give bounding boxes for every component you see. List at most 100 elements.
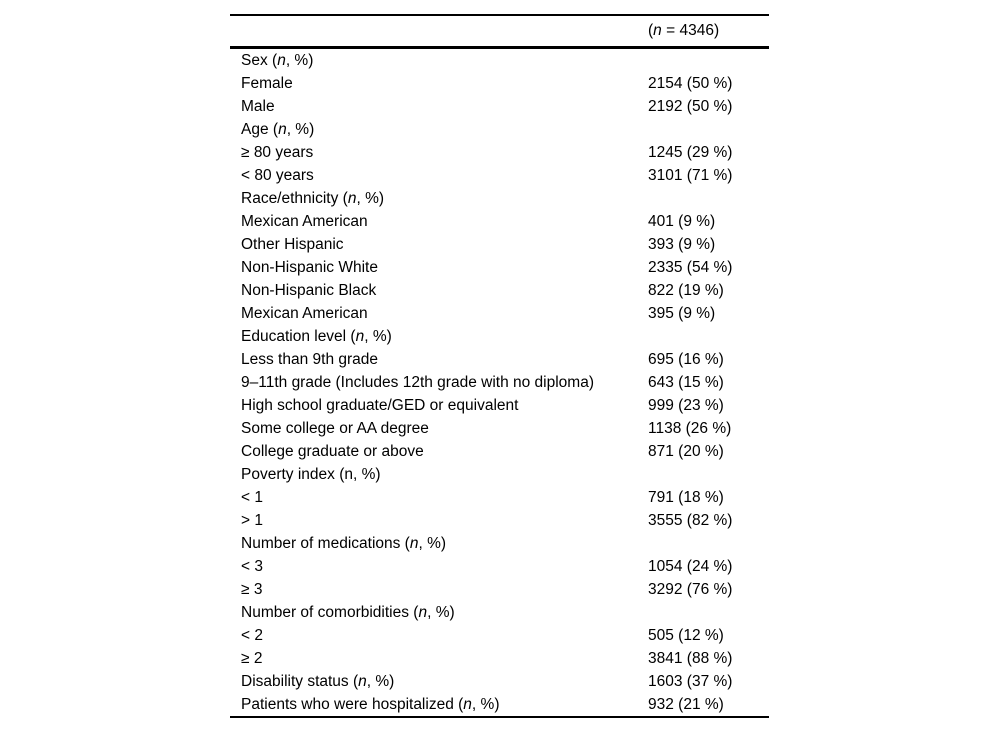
table-row: Poverty index (n, %) xyxy=(230,463,769,486)
row-label: Poverty index (n, %) xyxy=(241,463,381,486)
italic-n: n xyxy=(418,604,428,621)
text-segment: Disability status ( xyxy=(241,673,359,690)
text-segment: = 4346) xyxy=(661,22,720,39)
row-value: 695 (16 %) xyxy=(648,351,724,368)
text-segment: Mexican American xyxy=(241,305,368,322)
row-label: > 1 xyxy=(241,509,263,532)
demographics-table: (n = 4346) Sex (n, %) Female 2154 (50 %) Ma… xyxy=(230,14,769,718)
table-body: Sex (n, %) Female 2154 (50 %) Male 2192 (50 … xyxy=(230,49,769,716)
text-segment: Female xyxy=(241,75,293,92)
table-bottom-rule xyxy=(230,716,769,718)
text-segment: Male xyxy=(241,98,275,115)
table-top-rule xyxy=(230,14,769,16)
table-header-row: (n = 4346) xyxy=(230,16,769,46)
row-value: 932 (21 %) xyxy=(648,696,724,713)
row-label: ≥ 80 years xyxy=(241,141,313,164)
table-row: < 2 505 (12 %) xyxy=(230,624,769,647)
text-segment: < 80 years xyxy=(241,167,314,184)
row-value: 401 (9 %) xyxy=(648,213,716,230)
table-row: > 1 3555 (82 %) xyxy=(230,509,769,532)
row-label: < 1 xyxy=(241,486,263,509)
row-label: < 2 xyxy=(241,624,263,647)
text-segment: Non-Hispanic Black xyxy=(241,282,377,299)
italic-n: n xyxy=(347,190,357,207)
row-label: Some college or AA degree xyxy=(241,417,429,440)
table-row: Race/ethnicity (n, %) xyxy=(230,187,769,210)
text-segment: Some college or AA degree xyxy=(241,420,429,437)
row-value: 1603 (37 %) xyxy=(648,673,733,690)
row-label: Non-Hispanic White xyxy=(241,256,378,279)
text-segment: College graduate or above xyxy=(241,443,424,460)
table-row: Number of comorbidities (n, %) xyxy=(230,601,769,624)
italic-n: n xyxy=(409,535,419,552)
row-label: Education level (n, %) xyxy=(241,325,392,348)
table-row: Sex (n, %) xyxy=(230,49,769,72)
row-label: < 3 xyxy=(241,555,263,578)
text-segment: , %) xyxy=(471,696,500,713)
table-row: 9–11th grade (Includes 12th grade with n… xyxy=(230,371,769,394)
row-value: 3101 (71 %) xyxy=(648,167,733,184)
text-segment: Number of comorbidities ( xyxy=(241,604,419,621)
row-value: 2335 (54 %) xyxy=(648,259,733,276)
italic-n: n xyxy=(358,673,367,690)
row-label: Other Hispanic xyxy=(241,233,344,256)
text-segment: , %) xyxy=(285,52,314,69)
italic-n: n xyxy=(463,696,472,713)
table-row: < 80 years 3101 (71 %) xyxy=(230,164,769,187)
text-segment: > 1 xyxy=(241,512,263,529)
row-value: 822 (19 %) xyxy=(648,282,724,299)
text-segment: Other Hispanic xyxy=(241,236,344,253)
text-segment: , %) xyxy=(286,121,315,138)
row-label: Female xyxy=(241,72,293,95)
header-sample-size: (n = 4346) xyxy=(648,16,719,46)
table-row: College graduate or above 871 (20 %) xyxy=(230,440,769,463)
table-row: ≥ 2 3841 (88 %) xyxy=(230,647,769,670)
row-value: 1138 (26 %) xyxy=(648,420,732,437)
text-segment: Less than 9th grade xyxy=(241,351,379,368)
table-row: High school graduate/GED or equivalent 99… xyxy=(230,394,769,417)
text-segment: ≥ 80 years xyxy=(241,144,314,161)
row-value: 871 (20 %) xyxy=(648,443,724,460)
table-row: Less than 9th grade 695 (16 %) xyxy=(230,348,769,371)
text-segment: 9–11th grade (Includes 12th grade with n… xyxy=(241,374,594,391)
text-segment: Mexican American xyxy=(241,213,368,230)
table-row: Some college or AA degree 1138 (26 %) xyxy=(230,417,769,440)
row-label: Disability status (n, %) xyxy=(241,670,394,693)
text-segment: Race/ethnicity ( xyxy=(241,190,348,207)
text-segment: Sex ( xyxy=(241,52,278,69)
row-value: 999 (23 %) xyxy=(648,397,724,414)
table-row: Male 2192 (50 %) xyxy=(230,95,769,118)
table-row: Other Hispanic 393 (9 %) xyxy=(230,233,769,256)
row-label: ≥ 3 xyxy=(241,578,262,601)
text-segment: ( xyxy=(648,22,654,39)
table-row: Mexican American 401 (9 %) xyxy=(230,210,769,233)
row-value: 2192 (50 %) xyxy=(648,98,733,115)
text-segment: Number of medications ( xyxy=(241,535,410,552)
row-label: Number of comorbidities (n, %) xyxy=(241,601,455,624)
italic-n: n xyxy=(355,328,365,345)
table-row: Age (n, %) xyxy=(230,118,769,141)
table-row: < 3 1054 (24 %) xyxy=(230,555,769,578)
row-value: 791 (18 %) xyxy=(648,489,724,506)
table-row: Mexican American 395 (9 %) xyxy=(230,302,769,325)
row-value: 393 (9 %) xyxy=(648,236,716,253)
text-segment: < 2 xyxy=(241,627,263,644)
row-label: Race/ethnicity (n, %) xyxy=(241,187,384,210)
text-segment: Poverty index (n, %) xyxy=(241,466,381,483)
table-row: Non-Hispanic Black 822 (19 %) xyxy=(230,279,769,302)
row-label: Mexican American xyxy=(241,302,368,325)
text-segment: ≥ 2 xyxy=(241,650,263,667)
table-row: Non-Hispanic White 2335 (54 %) xyxy=(230,256,769,279)
table-row: < 1 791 (18 %) xyxy=(230,486,769,509)
text-segment: , %) xyxy=(418,535,447,552)
row-label: College graduate or above xyxy=(241,440,424,463)
text-segment: High school graduate/GED or equivalent xyxy=(241,397,519,414)
row-label: < 80 years xyxy=(241,164,314,187)
text-segment: < 1 xyxy=(241,489,263,506)
text-segment: < 3 xyxy=(241,558,263,575)
row-value: 3841 (88 %) xyxy=(648,650,733,667)
row-label: Mexican American xyxy=(241,210,368,233)
text-segment: Non-Hispanic White xyxy=(241,259,378,276)
row-label: Patients who were hospitalized (n, %) xyxy=(241,693,499,716)
